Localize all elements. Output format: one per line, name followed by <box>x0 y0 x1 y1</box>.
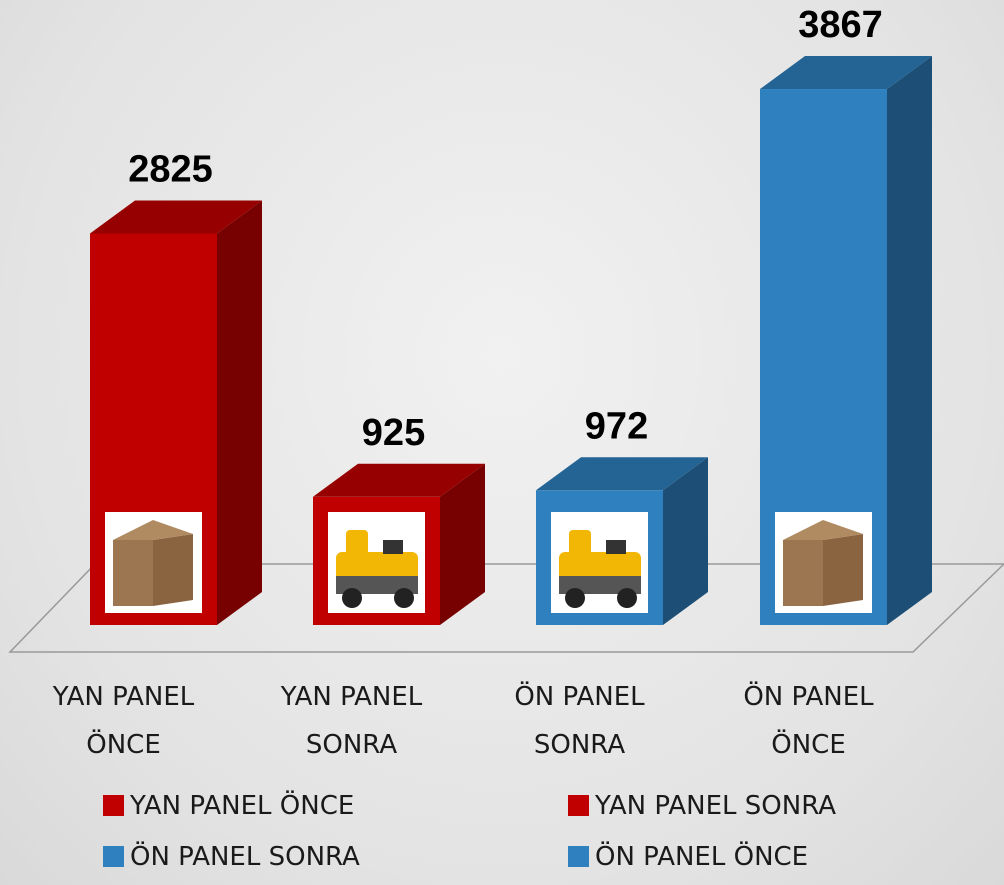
legend-swatch <box>568 795 589 816</box>
legend-swatch <box>103 846 124 867</box>
icon-tug <box>383 540 403 554</box>
icon-wheel <box>342 588 362 608</box>
legend-swatch <box>568 846 589 867</box>
icon-tug <box>346 530 368 556</box>
bar-group <box>536 457 708 625</box>
legend-item: YAN PANEL SONRA <box>568 791 836 821</box>
icon-wheel <box>617 588 637 608</box>
value-label: 2825 <box>128 148 213 190</box>
icon-box <box>113 540 153 606</box>
legend-label: ÖN PANEL SONRA <box>130 842 360 872</box>
legend-item: YAN PANEL ÖNCE <box>103 791 354 821</box>
bar-side <box>217 200 262 625</box>
chart: 2825 925 972 3867 YAN PANEL ÖNCE YAN PANEL S… <box>0 0 1004 885</box>
legend-label: ÖN PANEL ÖNCE <box>595 842 808 872</box>
bar-side <box>887 56 932 625</box>
legend-label: YAN PANEL SONRA <box>595 791 836 821</box>
legend-swatch <box>103 795 124 816</box>
icon-box <box>153 534 193 606</box>
legend-item: ÖN PANEL ÖNCE <box>568 842 808 872</box>
bar-group <box>760 56 932 625</box>
x-tick-label: YAN PANEL SONRA <box>257 673 447 769</box>
value-label: 3867 <box>798 4 883 46</box>
x-tick-label: YAN PANEL ÖNCE <box>29 673 219 769</box>
value-label: 925 <box>362 412 425 454</box>
bar-group <box>90 200 262 625</box>
icon-box <box>783 540 823 606</box>
legend-label: YAN PANEL ÖNCE <box>130 791 354 821</box>
icon-box <box>823 534 863 606</box>
x-tick-label: ÖN PANEL SONRA <box>485 673 675 769</box>
icon-tug <box>606 540 626 554</box>
value-label: 972 <box>585 405 648 447</box>
bar-group <box>313 464 485 625</box>
x-tick-label: ÖN PANEL ÖNCE <box>714 673 904 769</box>
legend-item: ÖN PANEL SONRA <box>103 842 360 872</box>
icon-wheel <box>565 588 585 608</box>
icon-tug <box>569 530 591 556</box>
icon-wheel <box>394 588 414 608</box>
